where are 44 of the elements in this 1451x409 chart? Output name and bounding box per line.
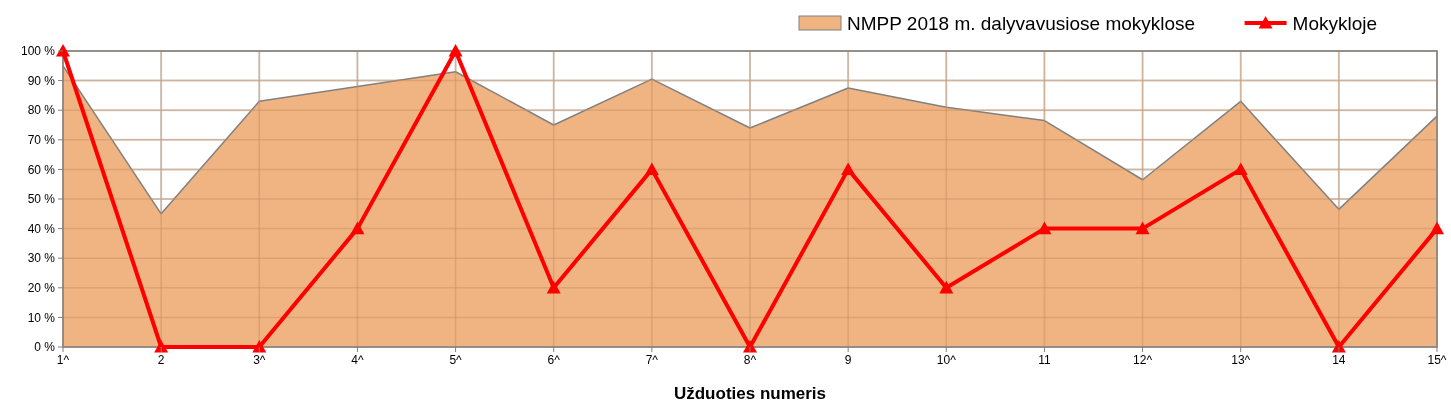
x-tick-label: 3^ [253, 353, 266, 367]
point [154, 340, 169, 353]
x-tick-label: 11 [1038, 353, 1051, 367]
y-tick-label: 50 % [27, 192, 56, 207]
x-tick-label: 12^ [1133, 353, 1153, 367]
y-tick-label: 70 % [27, 133, 56, 147]
point [448, 44, 463, 57]
point [1233, 162, 1248, 175]
x-tick-label: 15^ [1427, 353, 1447, 367]
point [350, 221, 365, 235]
x-tick-label: 6^ [547, 353, 561, 367]
y-tick-label: 100 % [20, 44, 56, 59]
y-tick-label: 30 % [27, 251, 56, 266]
point [546, 280, 561, 294]
point [56, 44, 70, 57]
y-tick-label: 90 % [27, 73, 56, 88]
x-tick-label: 8^ [743, 353, 757, 367]
x-tick-label: 9 [844, 353, 852, 367]
y-tick-label: 60 % [27, 162, 56, 177]
y-tick-label: 10 % [27, 310, 56, 325]
y-tick-label: 20 % [27, 281, 56, 295]
point [644, 162, 659, 175]
x-tick-label: 2 [157, 353, 165, 367]
point [743, 340, 757, 353]
x-tick-label: 5^ [449, 353, 463, 367]
x-axis-title: Užduoties numeris [673, 384, 827, 403]
x-tick-label: 13^ [1231, 353, 1251, 367]
point [1037, 221, 1052, 235]
x-tick-label: 7^ [645, 353, 659, 367]
y-tick-label: 40 % [27, 221, 56, 236]
point [1331, 340, 1346, 353]
x-tick-label: 4^ [351, 353, 364, 367]
x-tick-label: 10^ [936, 353, 957, 367]
legend-label: Mokykloje [1292, 12, 1378, 34]
legend-label: NMPP 2018 m. dalyvavusiose mokyklose [847, 12, 1196, 34]
y-tick-label: 0 % [34, 340, 56, 355]
point [252, 340, 267, 353]
point [841, 162, 856, 175]
y-tick-label: 80 % [27, 103, 56, 118]
point [1430, 221, 1444, 235]
point [1135, 221, 1150, 235]
point [939, 280, 954, 294]
x-tick-label: 1^ [56, 353, 70, 367]
x-tick-label: 14 [1332, 353, 1346, 367]
